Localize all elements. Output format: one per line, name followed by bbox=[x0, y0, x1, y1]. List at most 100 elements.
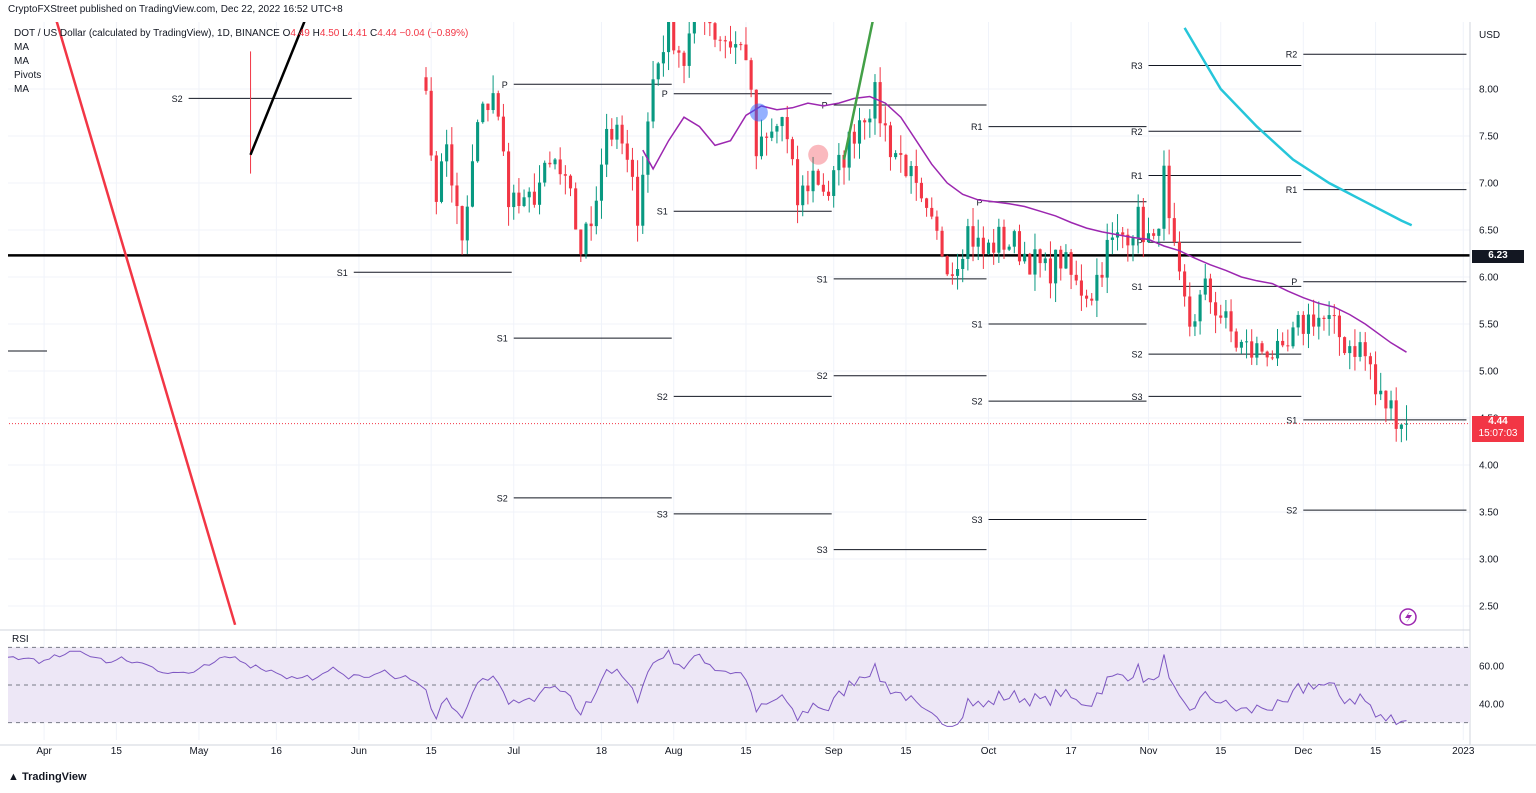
pivot-label: R1 bbox=[1286, 185, 1298, 195]
rsi-tick-label: 40.00 bbox=[1479, 699, 1504, 710]
candle-body bbox=[1244, 341, 1249, 343]
open-label: O bbox=[282, 28, 291, 39]
candle-body bbox=[579, 229, 583, 255]
pivot-label: P bbox=[662, 89, 668, 99]
candle-body bbox=[677, 50, 681, 53]
candle-body bbox=[424, 77, 428, 91]
candle-body bbox=[1208, 278, 1212, 303]
tv-logo-icon: ▲ bbox=[8, 771, 19, 783]
candle-body bbox=[641, 174, 645, 226]
trend-lines[interactable] bbox=[54, 0, 880, 626]
candle-body bbox=[594, 200, 598, 227]
candle-body bbox=[651, 79, 655, 122]
indicator-ma-1[interactable]: MA bbox=[14, 42, 29, 53]
candle-body bbox=[708, 22, 712, 24]
candle-body bbox=[713, 23, 717, 40]
trend-line-black bbox=[249, 22, 306, 156]
candle-body bbox=[1312, 314, 1316, 327]
candle-body bbox=[1152, 233, 1156, 236]
candle-body bbox=[1358, 342, 1362, 357]
candle-body bbox=[439, 161, 444, 202]
pivot-label: S2 bbox=[1131, 350, 1142, 360]
candle-body bbox=[1214, 302, 1218, 316]
candle-body bbox=[1394, 400, 1398, 429]
x-tick-label: 2023 bbox=[1452, 746, 1475, 757]
candle-body bbox=[1054, 249, 1058, 284]
x-tick-label: Dec bbox=[1294, 746, 1312, 757]
pivot-label: S2 bbox=[172, 94, 183, 104]
x-tick-label: 15 bbox=[740, 746, 752, 757]
candle-body bbox=[1043, 258, 1047, 264]
candle-body bbox=[1286, 345, 1290, 347]
candle-body bbox=[1322, 317, 1326, 319]
symbol-name: DOT / US Dollar (calculated by TradingVi… bbox=[14, 28, 280, 39]
candle-body bbox=[873, 82, 877, 119]
candle-body bbox=[847, 131, 851, 168]
horizontal-level-line[interactable] bbox=[0, 254, 1470, 425]
candle-body bbox=[450, 144, 454, 186]
candle-body bbox=[925, 198, 929, 208]
x-tick-label: Aug bbox=[665, 746, 683, 757]
candle-body bbox=[698, 0, 701, 3]
candle-body bbox=[1404, 423, 1409, 425]
indicator-ma-3[interactable]: MA bbox=[14, 84, 29, 95]
candle-body bbox=[656, 63, 660, 80]
x-tick-label: 16 bbox=[271, 746, 283, 757]
candle-body bbox=[620, 124, 624, 144]
candle-body bbox=[992, 242, 996, 253]
candle-body bbox=[703, 0, 706, 19]
candle-body bbox=[1219, 315, 1223, 318]
candle-body bbox=[496, 93, 500, 117]
candle-body bbox=[1100, 274, 1104, 278]
rsi-pane[interactable]: 40.00 60.00 bbox=[0, 629, 1504, 727]
candle-body bbox=[1012, 231, 1016, 247]
candle-body bbox=[780, 117, 784, 127]
y-tick-label: 5.00 bbox=[1479, 367, 1499, 378]
candle-body bbox=[1048, 258, 1052, 284]
candle-body bbox=[821, 184, 825, 192]
low-value: 4.41 bbox=[347, 28, 368, 39]
candle-body bbox=[1146, 233, 1151, 243]
rsi-label[interactable]: RSI bbox=[12, 634, 29, 645]
candle-body bbox=[1296, 314, 1300, 328]
time-axis[interactable]: Apr 15 May 16 Jun 15 Jul 18 Aug 15 Sep 15 Oct 17 Nov 15… bbox=[0, 744, 1536, 757]
price-axis[interactable]: 2.503.003.504.004.505.005.506.006.507.00… bbox=[1469, 22, 1499, 745]
x-tick-label: Jul bbox=[507, 746, 520, 757]
rsi-tick-label: 60.00 bbox=[1479, 662, 1504, 673]
candle-body bbox=[868, 118, 872, 123]
candle-body bbox=[558, 159, 562, 175]
indicator-ma-2[interactable]: MA bbox=[14, 56, 29, 67]
candle-body bbox=[1028, 253, 1032, 275]
candle-body bbox=[1343, 337, 1347, 354]
pivot-label: S2 bbox=[657, 392, 668, 402]
pivot-label: P bbox=[1136, 238, 1142, 248]
candle-body bbox=[1332, 315, 1336, 317]
candle-body bbox=[1157, 228, 1161, 236]
candle-body bbox=[930, 207, 934, 217]
x-tick-label: May bbox=[189, 746, 208, 757]
indicator-pivots[interactable]: Pivots bbox=[14, 70, 42, 81]
candle-body bbox=[584, 223, 588, 255]
candle-body bbox=[966, 226, 970, 259]
candle-body bbox=[1348, 346, 1352, 354]
candle-body bbox=[909, 165, 913, 177]
candle-body bbox=[537, 182, 542, 205]
candle-body bbox=[723, 40, 727, 42]
candle-body bbox=[744, 44, 748, 61]
candle-body bbox=[1017, 231, 1022, 262]
candle-body bbox=[806, 185, 810, 192]
candle-body bbox=[1379, 390, 1383, 395]
tradingview-logo[interactable]: ▲ TradingView bbox=[8, 771, 87, 783]
candle-body bbox=[1105, 239, 1109, 278]
pivot-label: R3 bbox=[1131, 61, 1143, 71]
axis-currency: USD bbox=[1479, 30, 1501, 41]
candle-body bbox=[1337, 315, 1341, 338]
candle-body bbox=[1291, 327, 1295, 347]
pivot-label: S2 bbox=[497, 493, 508, 503]
candle-body bbox=[935, 216, 939, 231]
pivot-label: S2 bbox=[817, 371, 828, 381]
x-tick-label: 15 bbox=[426, 746, 438, 757]
candle-body bbox=[940, 230, 944, 257]
candle-body bbox=[1224, 311, 1228, 318]
